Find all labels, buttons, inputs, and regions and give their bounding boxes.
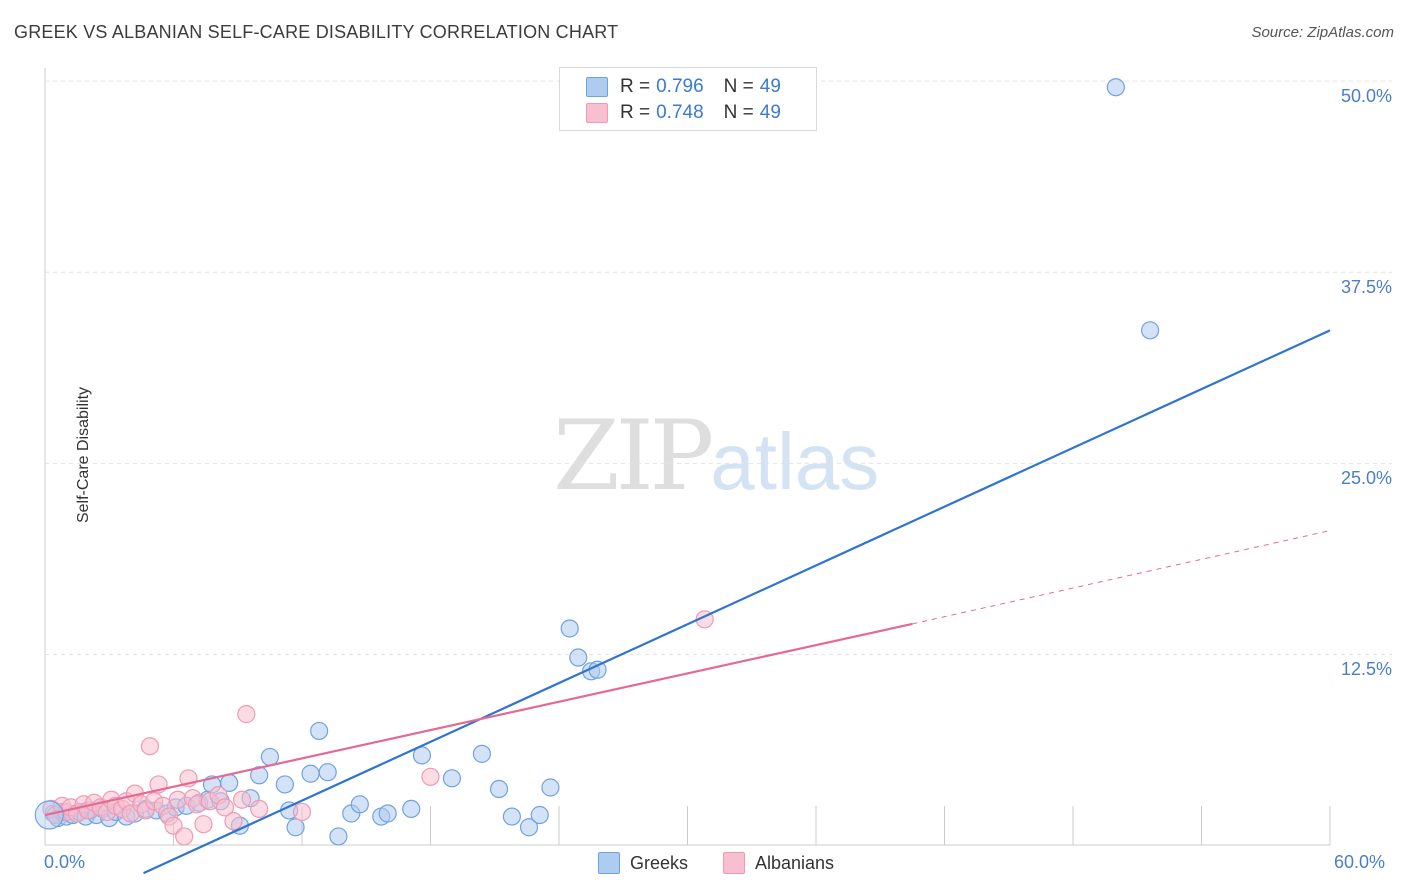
- source-label: Source: ZipAtlas.com: [1251, 24, 1394, 41]
- greeks-point: [310, 721, 329, 741]
- albanians-point: [250, 799, 269, 819]
- greeks-point: [530, 805, 549, 825]
- albanians-swatch: [586, 103, 608, 123]
- albanians-point: [175, 827, 194, 846]
- greeks-point: [318, 763, 337, 782]
- x-tick-label: 60.0%: [1334, 852, 1386, 872]
- greeks-point: [1140, 321, 1160, 340]
- greeks-point: [472, 744, 491, 763]
- y-tick-label: 50.0%: [1340, 86, 1392, 106]
- greeks-point: [442, 769, 462, 788]
- greeks-point: [402, 799, 421, 819]
- albanians-point: [292, 802, 312, 822]
- r-value: 0.796: [656, 76, 704, 97]
- albanians-point: [194, 815, 213, 834]
- albanians-point: [164, 816, 183, 835]
- greeks-point: [260, 747, 279, 767]
- n-value: 49: [759, 102, 781, 123]
- watermark-atlas: atlas: [710, 417, 880, 506]
- y-tick-label: 37.5%: [1340, 277, 1392, 297]
- greeks-point: [560, 619, 579, 638]
- albanians-point: [224, 812, 243, 831]
- albanians-point: [140, 737, 160, 756]
- albanians-point: [237, 705, 256, 724]
- data-points: [34, 78, 1160, 846]
- greeks-point: [569, 648, 588, 667]
- greeks-point: [275, 775, 294, 794]
- grid-lines: [44, 68, 1392, 845]
- n-label: N =: [723, 76, 754, 97]
- albanians-point: [215, 798, 234, 817]
- n-label: N =: [723, 102, 754, 123]
- greeks-point: [378, 804, 397, 823]
- n-value: 49: [759, 76, 781, 97]
- greeks-point: [1106, 78, 1125, 97]
- albanians-legend-swatch: [723, 852, 745, 874]
- greeks-point: [541, 778, 560, 797]
- greeks-trend-line: [143, 329, 1331, 875]
- watermark: ZIPatlas: [553, 400, 879, 512]
- albanians-point: [232, 790, 252, 809]
- legend-row-greeks: R = 0.796 N = 49: [586, 75, 781, 99]
- trend-lines: [44, 329, 1331, 875]
- albanians-trend-line: [44, 622, 913, 817]
- watermark-zip: ZIP: [553, 400, 714, 512]
- legend-label: Greeks: [630, 852, 689, 873]
- greeks-point: [502, 807, 521, 826]
- legend-item-albanians[interactable]: Albanians: [723, 852, 834, 874]
- y-tick-label: 12.5%: [1340, 659, 1392, 679]
- greeks-point: [350, 795, 369, 814]
- legend-label: Albanians: [755, 852, 835, 873]
- greeks-point: [519, 818, 539, 837]
- series-legend: Greeks Albanians: [0, 852, 1406, 878]
- y-axis-label: Self-Care Disability: [75, 386, 93, 524]
- x-tick-label: 0.0%: [44, 852, 86, 872]
- y-tick-label: 25.0%: [1340, 468, 1392, 488]
- legend-row-albanians: R = 0.748 N = 49: [586, 101, 781, 125]
- greeks-point: [286, 818, 305, 837]
- greeks-swatch: [586, 77, 608, 97]
- greeks-point: [489, 779, 509, 799]
- albanians-point: [168, 790, 187, 809]
- albanians-trend-extension: [912, 530, 1331, 625]
- legend-item-greeks[interactable]: Greeks: [598, 852, 688, 874]
- greeks-legend-swatch: [598, 852, 620, 874]
- greeks-point: [301, 764, 320, 783]
- r-label: R =: [620, 76, 651, 97]
- r-value: 0.748: [656, 102, 704, 123]
- chart-title: GREEK VS ALBANIAN SELF-CARE DISABILITY C…: [14, 22, 619, 42]
- greeks-point: [329, 827, 348, 846]
- correlation-legend: R = 0.796 N = 49 R = 0.748 N = 49: [559, 67, 817, 131]
- albanians-point: [421, 767, 440, 786]
- r-label: R =: [620, 102, 651, 123]
